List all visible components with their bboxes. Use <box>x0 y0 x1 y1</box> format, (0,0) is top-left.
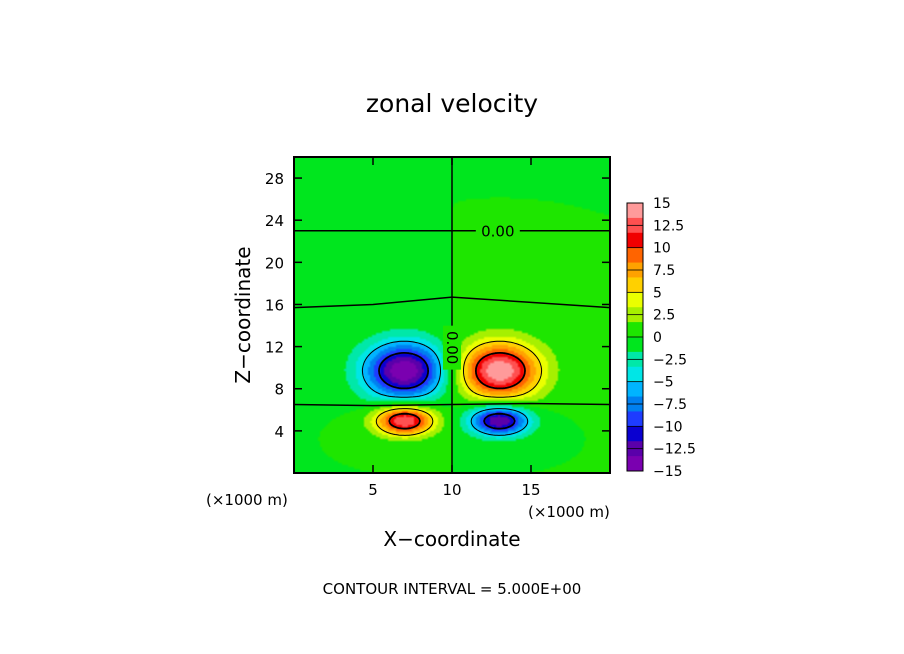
colorbar-label: −5 <box>653 375 674 391</box>
colorbar-segment <box>627 322 643 338</box>
chart-title: zonal velocity <box>366 89 538 118</box>
contour-lines <box>294 157 610 473</box>
contour-label-gap <box>443 325 461 370</box>
colorbar-segment <box>627 381 643 398</box>
colorbar-label: 5 <box>653 285 662 301</box>
contour-label: 0.00 <box>481 223 514 241</box>
y-tick-label: 4 <box>274 423 284 441</box>
colorbar-label: 2.5 <box>653 308 675 324</box>
x-unit-right: (×1000 m) <box>528 503 610 521</box>
y-tick-label: 16 <box>265 296 284 314</box>
colorbar-segment <box>627 247 643 264</box>
y-tick-label: 24 <box>265 212 284 230</box>
colorbar-label: 12.5 <box>653 218 684 234</box>
contour-line <box>361 340 529 436</box>
contour-labels: 0.00 0.00 <box>443 221 520 370</box>
x-tick-label: 5 <box>368 481 378 499</box>
y-tick-label: 28 <box>265 170 284 188</box>
contour-line <box>388 352 526 430</box>
y-tick-label: 8 <box>274 381 284 399</box>
contour-line <box>375 340 543 436</box>
colorbar-label: 7.5 <box>653 263 675 279</box>
colorbar-label: −10 <box>653 419 683 435</box>
contour-line <box>378 352 516 430</box>
colorbar-label: 10 <box>653 241 671 257</box>
colorbar-segment <box>627 232 643 249</box>
colorbar-label: 0 <box>653 330 662 346</box>
contour-interval-note: CONTOUR INTERVAL = 5.000E+00 <box>323 580 582 598</box>
contour-label-gap <box>475 221 520 240</box>
colorbar-label: −2.5 <box>653 352 687 368</box>
colorbar-label: −15 <box>653 464 683 480</box>
x-tick-label: 10 <box>442 481 461 499</box>
x-axis-label: X−coordinate <box>383 527 520 551</box>
colorbar-segment <box>627 366 643 383</box>
colorbar-segment <box>627 203 643 219</box>
colorbar-label: 15 <box>653 196 671 212</box>
y-tick-label: 12 <box>265 339 284 357</box>
colorbar-label: −7.5 <box>653 397 687 413</box>
colorbar-segment <box>627 456 643 472</box>
y-tick-label: 20 <box>265 254 284 272</box>
colorbar-segment <box>627 337 643 353</box>
colorbar-segment <box>627 292 643 308</box>
x-unit-left: (×1000 m) <box>206 491 288 509</box>
colorbar: 15 12.5 10 7.5 5 2.5 0 −2.5 −5 −7.5 −10 −12.5 −15 <box>626 196 696 480</box>
plot-area: 0.00 0.00 5 10 15 4 8 12 16 20 24 28 <box>265 156 611 499</box>
colorbar-label: −12.5 <box>653 442 696 458</box>
colorbar-segment <box>627 277 643 293</box>
colorbar-segment <box>627 426 643 442</box>
axis-ticks: 5 10 15 4 8 12 16 20 24 28 <box>265 157 610 499</box>
x-tick-label: 15 <box>521 481 540 499</box>
contour-label: 0.00 <box>443 331 461 364</box>
colorbar-segment <box>627 411 643 427</box>
y-axis-label: Z−coordinate <box>231 246 255 383</box>
